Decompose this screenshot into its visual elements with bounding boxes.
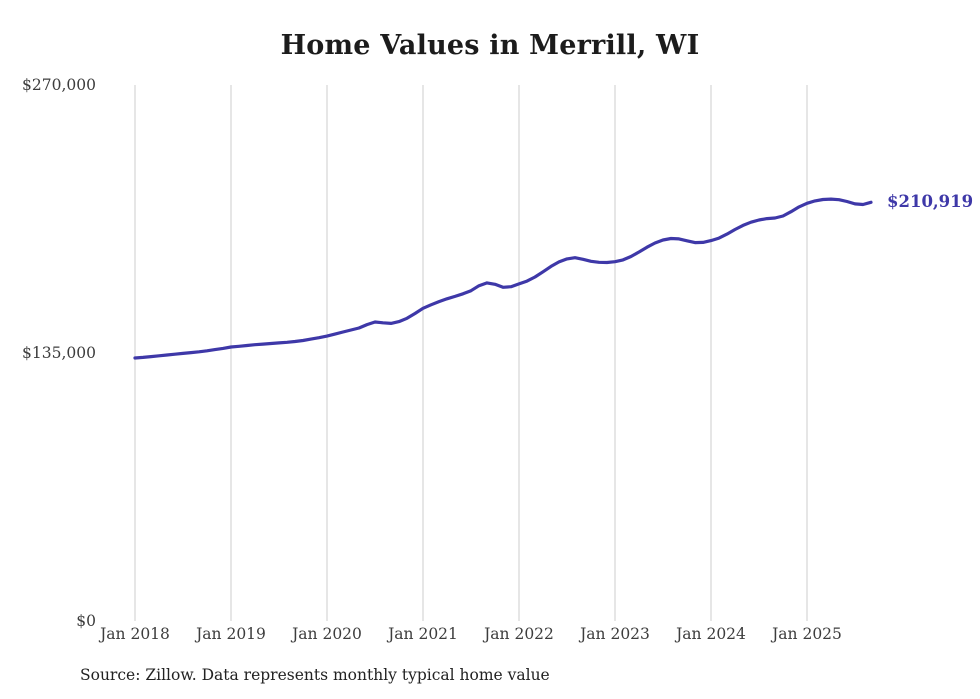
x-tick-label: Jan 2022	[484, 625, 554, 643]
x-tick-label: Jan 2021	[388, 625, 458, 643]
x-tick-label: Jan 2018	[100, 625, 170, 643]
source-note: Source: Zillow. Data represents monthly …	[80, 666, 550, 684]
x-tick-label: Jan 2020	[292, 625, 362, 643]
x-tick-label: Jan 2023	[580, 625, 650, 643]
home-value-line	[133, 197, 873, 360]
y-tick-label: $135,000	[22, 344, 96, 362]
latest-value-label: $210,919	[887, 192, 974, 212]
x-tick-label: Jan 2019	[196, 625, 266, 643]
x-tick-label: Jan 2024	[676, 625, 746, 643]
chart-title: Home Values in Merrill, WI	[280, 30, 700, 61]
y-tick-label: $270,000	[22, 76, 96, 94]
x-tick-label: Jan 2025	[772, 625, 842, 643]
y-tick-label: $0	[76, 612, 96, 630]
